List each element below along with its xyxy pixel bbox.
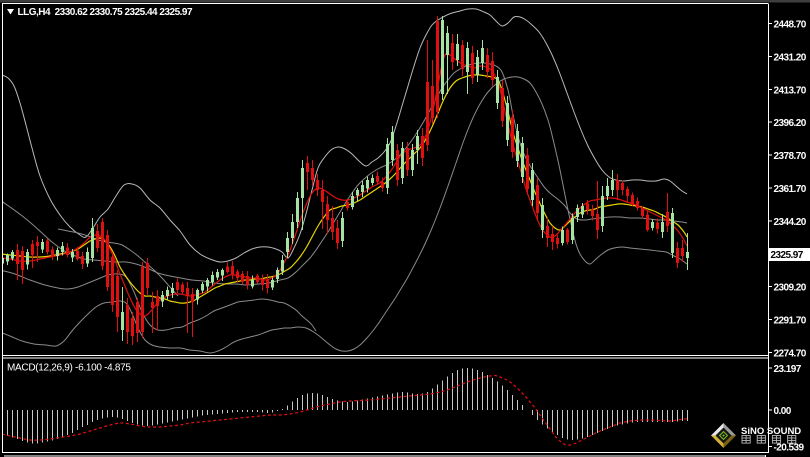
svg-text:2396.20: 2396.20 (774, 118, 807, 129)
svg-text:2309.20: 2309.20 (774, 283, 807, 294)
svg-text:2274.70: 2274.70 (774, 349, 807, 360)
svg-text:SiNO SOUND: SiNO SOUND (741, 426, 801, 437)
svg-text:2378.70: 2378.70 (774, 151, 807, 162)
svg-text:0.00: 0.00 (774, 406, 792, 417)
svg-text:-20.539: -20.539 (774, 443, 805, 454)
svg-text:23.197: 23.197 (774, 364, 802, 375)
svg-text:2291.70: 2291.70 (774, 316, 807, 327)
svg-text:MACD(12,26,9) -6.100 -4.875: MACD(12,26,9) -6.100 -4.875 (7, 362, 131, 373)
svg-text:2431.20: 2431.20 (774, 52, 807, 63)
svg-text:2325.97: 2325.97 (771, 250, 804, 261)
svg-text:LLG,H4 2330.62 2330.75 2325.4: LLG,H4 2330.62 2330.75 2325.44 2325.97 (18, 7, 193, 18)
svg-text:2361.70: 2361.70 (774, 184, 807, 195)
svg-text:2413.70: 2413.70 (774, 85, 807, 96)
svg-text:2344.20: 2344.20 (774, 217, 807, 228)
svg-text:2448.70: 2448.70 (774, 20, 807, 31)
